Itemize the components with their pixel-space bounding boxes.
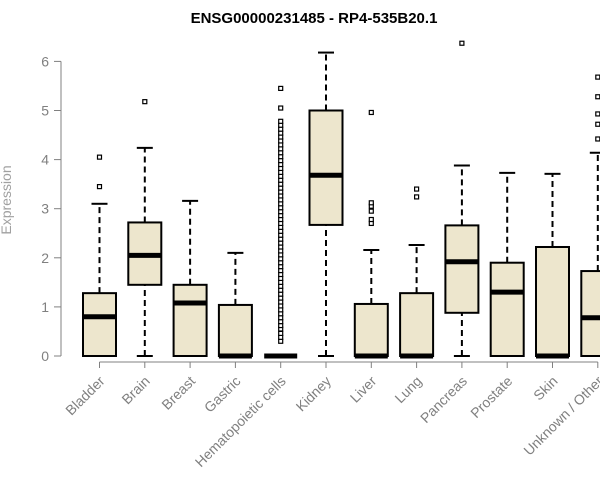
outlier-point (368, 208, 374, 214)
box-body (489, 261, 525, 357)
x-tick-label: Prostate (467, 373, 515, 421)
outlier-point (595, 94, 600, 100)
y-axis-label: Expression (0, 165, 14, 234)
box-body (580, 270, 600, 358)
box-kidney (308, 51, 344, 357)
y-tick-label: 6 (41, 53, 49, 69)
box-skin (535, 172, 570, 359)
x-tick-label: Pancreas (417, 373, 470, 426)
x-tick-label: Skin (530, 373, 561, 404)
outlier-point (595, 136, 600, 142)
outlier-point (96, 184, 103, 190)
box-body (172, 283, 208, 357)
x-tick-label: Breast (158, 373, 198, 413)
box-prostate (489, 171, 525, 357)
box-unknown-other (580, 74, 600, 358)
box-liver (353, 109, 389, 359)
outlier-point (96, 154, 103, 160)
outlier-point (459, 40, 465, 46)
outlier-point (278, 118, 284, 124)
box-brain (127, 99, 163, 357)
chart-title: ENSG00000231485 - RP4-535B20.1 (191, 10, 438, 27)
outlier-point (414, 194, 420, 200)
y-tick-label: 4 (41, 152, 49, 168)
box-lung (399, 186, 435, 359)
box-hematopoietic-cells (264, 85, 298, 359)
boxes-group (82, 40, 600, 359)
x-tick-label: Brain (118, 373, 152, 407)
outlier-point (278, 330, 284, 337)
x-tick-label: Kidney (293, 373, 335, 415)
outlier-point (595, 121, 600, 127)
box-pancreas (444, 40, 480, 357)
y-axis: 0 1 2 3 4 5 6 (41, 53, 62, 364)
box-breast (172, 199, 208, 357)
box-gastric (217, 251, 253, 359)
outlier-point (595, 111, 600, 117)
y-tick-label: 1 (41, 299, 49, 315)
x-tick-label: Bladder (62, 373, 108, 419)
outlier-point (278, 105, 284, 111)
outlier-point (368, 109, 374, 116)
box-body (217, 303, 253, 358)
box-body (353, 302, 389, 358)
outlier-point (414, 186, 420, 192)
box-body (82, 292, 117, 358)
outlier-point (278, 85, 284, 92)
outlier-point (142, 99, 148, 105)
outlier-point (368, 200, 374, 206)
x-tick-label: Liver (347, 373, 380, 406)
box-body (399, 292, 435, 358)
box-body (535, 245, 570, 357)
x-tick-label: Gastric (201, 373, 244, 416)
box-body (308, 109, 344, 226)
x-tick-label: Lung (391, 373, 424, 406)
y-tick-label: 2 (41, 250, 49, 266)
box-bladder (82, 154, 117, 358)
outlier-point (595, 74, 600, 80)
box-body (444, 224, 480, 314)
y-tick-label: 5 (41, 103, 49, 119)
outlier-point (368, 216, 374, 223)
x-tick-label: Unknown / Other (520, 373, 600, 459)
y-tick-label: 3 (41, 201, 49, 217)
y-tick-label: 0 (41, 348, 49, 364)
